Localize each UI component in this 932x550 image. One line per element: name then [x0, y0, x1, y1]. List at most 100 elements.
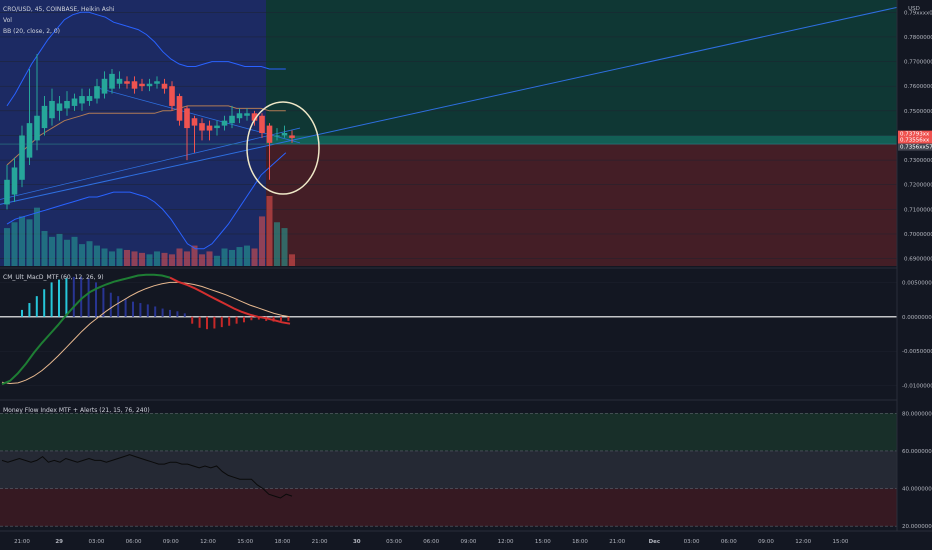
mfi-pane: [0, 412, 897, 527]
volume-bar: [161, 252, 168, 266]
trend-line-resistance[interactable]: [99, 88, 301, 144]
time-tick-label: 29: [55, 539, 63, 545]
price-tick-label: 0.72000000: [904, 183, 932, 189]
trend-line-support[interactable]: [0, 127, 301, 200]
price-tag-label: 0.73556xx: [900, 138, 930, 144]
time-tick-label: 06:00: [126, 539, 142, 545]
volume-bar: [274, 222, 280, 266]
volume-bar: [199, 254, 205, 266]
time-tick-label: 21:00: [312, 539, 328, 545]
macd-histogram-bar: [191, 316, 194, 324]
candle-body: [154, 81, 160, 84]
time-tick-label: 09:00: [758, 539, 774, 545]
volume-bar: [19, 216, 25, 266]
volume-bar: [11, 222, 18, 266]
symbol-legend[interactable]: CRO/USD, 45, COINBASE, Heikin Ashi: [3, 6, 115, 13]
price-tick-label: 0.73000000: [904, 158, 932, 164]
macd-histogram-bar: [243, 316, 245, 323]
macd-histogram-bar: [154, 306, 157, 317]
candle-body: [64, 100, 70, 109]
macd-histogram-bar: [161, 308, 164, 317]
candle-body: [281, 133, 288, 136]
mfi-tick-label: 40.00000000: [902, 487, 932, 493]
candle-body: [176, 96, 183, 121]
macd-histogram-bar: [169, 309, 171, 317]
candle-body: [251, 113, 258, 121]
volume-bar: [154, 251, 160, 266]
candle-body: [56, 103, 63, 111]
macd-legend[interactable]: CM_Ult_MacD_MTF (60, 12, 26, 9): [3, 274, 104, 281]
volume-bar: [236, 247, 243, 266]
price-axis[interactable]: [897, 0, 932, 538]
macd-histogram-bar: [250, 316, 253, 321]
candle-body: [4, 179, 10, 205]
trend-line-rising[interactable]: [0, 6, 898, 205]
candle-body: [19, 135, 25, 180]
time-tick-label: 15:00: [535, 539, 551, 545]
volume-bar: [176, 248, 183, 266]
trend-lines[interactable]: [0, 6, 898, 205]
time-tick-label: 21:00: [609, 539, 625, 545]
price-tag-label: 0.7356xx57: [900, 145, 932, 151]
time-axis[interactable]: [0, 531, 932, 550]
candle-body: [161, 83, 168, 89]
candle-body: [71, 98, 78, 106]
candle-body: [109, 73, 115, 89]
volume-bar: [184, 251, 190, 266]
candle-body: [26, 123, 33, 158]
macd-histogram-bar: [257, 316, 260, 320]
mfi-line: [1, 454, 293, 499]
volume-bar: [49, 236, 55, 266]
price-tick-label: 0.77000000: [904, 60, 932, 66]
price-tick-label: 0.70000000: [904, 232, 932, 238]
macd-histogram-bar: [95, 282, 97, 317]
price-tick-label: 0.76000000: [904, 84, 932, 90]
candle-body: [259, 115, 265, 133]
volume-bar: [79, 244, 85, 266]
price-tick-label: 0.75000000: [904, 109, 932, 115]
annotation-circle[interactable]: [246, 101, 320, 195]
candle-body: [236, 113, 243, 119]
candles: [4, 54, 295, 210]
candle-body: [49, 100, 55, 119]
macd-histogram-bar: [124, 298, 127, 317]
candle-body: [244, 113, 250, 116]
volume-bar: [281, 228, 288, 266]
candle-body: [34, 115, 40, 141]
mfi-tick-label: 80.00000000: [902, 411, 932, 417]
candle-body: [191, 118, 198, 126]
macd-tick-label: 0.00500000: [902, 280, 932, 286]
volume-bar: [4, 228, 10, 266]
time-tick-label: 03:00: [684, 539, 700, 545]
macd-tick-label: 0.00000000: [902, 315, 932, 321]
bb-legend[interactable]: BB (20, close, 2, 0): [3, 28, 60, 35]
mfi-legend[interactable]: Money Flow Index MTF + Alerts (21, 15, 7…: [3, 407, 150, 414]
candle-body: [116, 78, 123, 84]
volume-bar: [289, 254, 295, 266]
macd-histogram-bar: [102, 287, 105, 317]
volume-bar: [34, 207, 40, 266]
mfi-axis-ticks: 80.00000000 60.00000000 40.00000000 20.0000…: [902, 411, 932, 530]
macd-tick-label: -0.01000000: [902, 384, 932, 390]
macd-histogram-bar: [206, 316, 208, 330]
volume-bar: [191, 245, 198, 266]
bb-upper-line: [6, 11, 286, 107]
macd-histogram-bar: [228, 316, 231, 326]
price-tick-label: 0.71000000: [904, 207, 932, 213]
time-tick-label: 06:00: [423, 539, 439, 545]
macd-histogram-bar: [146, 304, 149, 317]
time-tick-label: 09:00: [163, 539, 179, 545]
price-tag-box: [898, 136, 932, 144]
volume-legend[interactable]: Vol: [3, 17, 12, 24]
macd-histogram-bar: [21, 309, 23, 317]
macd-histogram-bar: [35, 296, 38, 317]
candle-body: [86, 96, 93, 101]
macd-line-falling: [169, 276, 291, 325]
mfi-oversold-band: [0, 488, 897, 527]
time-tick-label: 21:00: [14, 539, 30, 545]
volume-bar: [64, 239, 70, 266]
mfi-neutral-band: [0, 450, 897, 489]
time-tick-label: 15:00: [237, 539, 253, 545]
